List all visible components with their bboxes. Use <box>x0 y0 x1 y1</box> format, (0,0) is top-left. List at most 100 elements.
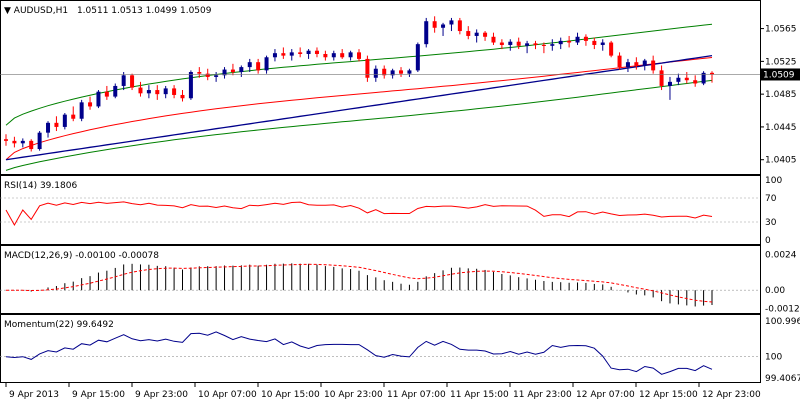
time-tick-label: 11 Apr 07:00 <box>387 390 446 400</box>
candle <box>424 17 429 48</box>
candle-body <box>172 88 177 95</box>
candle-body <box>609 42 614 56</box>
candle <box>441 22 446 36</box>
price-tick-label: 1.0565 <box>765 25 797 35</box>
candle-body <box>575 36 580 43</box>
candle <box>348 50 353 61</box>
candle <box>659 65 664 91</box>
candle <box>567 35 572 48</box>
candle-body <box>541 44 546 46</box>
candle <box>113 83 118 99</box>
time-tick-label: 9 Apr 23:00 <box>135 390 188 400</box>
candle-body <box>525 43 530 46</box>
price-tick-label: 1.0445 <box>765 123 797 133</box>
candle-body <box>407 70 412 74</box>
candle <box>54 116 59 132</box>
candle-body <box>508 41 513 45</box>
candle <box>600 39 605 51</box>
candle <box>197 67 202 78</box>
candle-body <box>205 73 210 77</box>
candle <box>172 85 177 99</box>
candle <box>415 42 420 73</box>
candle <box>20 138 25 148</box>
candle <box>390 68 395 79</box>
time-tick-label: 12 Apr 15:00 <box>639 390 698 400</box>
candle <box>180 90 185 102</box>
macd-title: MACD(12,26,9) -0.00100 -0.00078 <box>4 251 159 261</box>
candle-body <box>567 40 572 43</box>
candle <box>88 96 93 110</box>
candle-body <box>230 69 235 73</box>
candle-body <box>483 32 488 37</box>
momentum-tick-label: 99.4067 <box>765 374 800 384</box>
price-tick-label: 1.0405 <box>765 156 797 166</box>
time-tick-label: 10 Apr 23:00 <box>324 390 383 400</box>
candle-body <box>37 132 42 150</box>
candle-body <box>155 90 160 95</box>
candle <box>373 65 378 82</box>
candle <box>289 49 294 61</box>
candle-body <box>415 44 420 71</box>
ohlc-label: 1.0511 1.0513 1.0499 1.0509 <box>77 6 212 16</box>
candle <box>272 49 277 62</box>
candle <box>104 85 109 100</box>
candle-body <box>659 70 664 86</box>
candle <box>642 58 647 71</box>
rsi-line <box>5 201 713 227</box>
momentum-plot <box>0 331 760 375</box>
candle <box>466 26 471 40</box>
candle <box>499 39 504 50</box>
candle-body <box>516 41 521 46</box>
candle-body <box>499 42 504 45</box>
candle <box>256 58 261 74</box>
candle-body <box>441 24 446 28</box>
candle-body <box>651 60 656 71</box>
candle <box>516 37 521 50</box>
macd-tick-label: 0.0024 <box>765 250 797 260</box>
momentum-tick-label: 100 <box>765 353 782 363</box>
candle <box>491 32 496 45</box>
candle <box>449 17 454 32</box>
candle-body <box>71 114 76 119</box>
candle-body <box>323 53 328 58</box>
macd-axis: 0.0024 0.00 -0.00123 <box>765 250 800 314</box>
macd-pane <box>0 245 761 314</box>
time-tick-label: 12 Apr 23:00 <box>702 390 761 400</box>
candle <box>617 52 622 70</box>
candle-body <box>592 40 597 45</box>
candle-body <box>163 88 168 95</box>
candle <box>230 63 235 76</box>
candle-body <box>298 52 303 54</box>
candle <box>693 75 698 87</box>
candle-body <box>121 75 126 86</box>
dropdown-triangle-icon[interactable]: ▼ <box>4 6 11 16</box>
candle <box>214 72 219 82</box>
candle <box>676 73 681 86</box>
candle <box>508 39 513 51</box>
candle-body <box>247 62 252 68</box>
candle <box>29 139 34 152</box>
time-tick-label: 9 Apr 15:00 <box>72 390 125 400</box>
candle-body <box>424 21 429 45</box>
candle <box>96 90 101 109</box>
candle-body <box>79 102 84 119</box>
candle-body <box>550 44 555 46</box>
bollinger-lower-line <box>5 79 713 171</box>
price-pane <box>0 0 761 175</box>
candle-body <box>222 69 227 76</box>
candle-body <box>306 50 311 54</box>
candle <box>79 99 84 122</box>
candle-body <box>180 94 185 99</box>
time-tick-label: 9 Apr 2013 <box>9 390 59 400</box>
candle <box>575 32 580 45</box>
momentum-axis: 100.9962 100 99.4067 <box>765 317 800 384</box>
candle <box>306 49 311 59</box>
candle-body <box>214 75 219 77</box>
candle-body <box>138 87 143 94</box>
candle-body <box>558 40 563 45</box>
time-tick-label: 10 Apr 15:00 <box>261 390 320 400</box>
candle-body <box>449 20 454 25</box>
candle <box>710 71 714 83</box>
candle <box>155 85 160 100</box>
candle <box>667 76 672 100</box>
